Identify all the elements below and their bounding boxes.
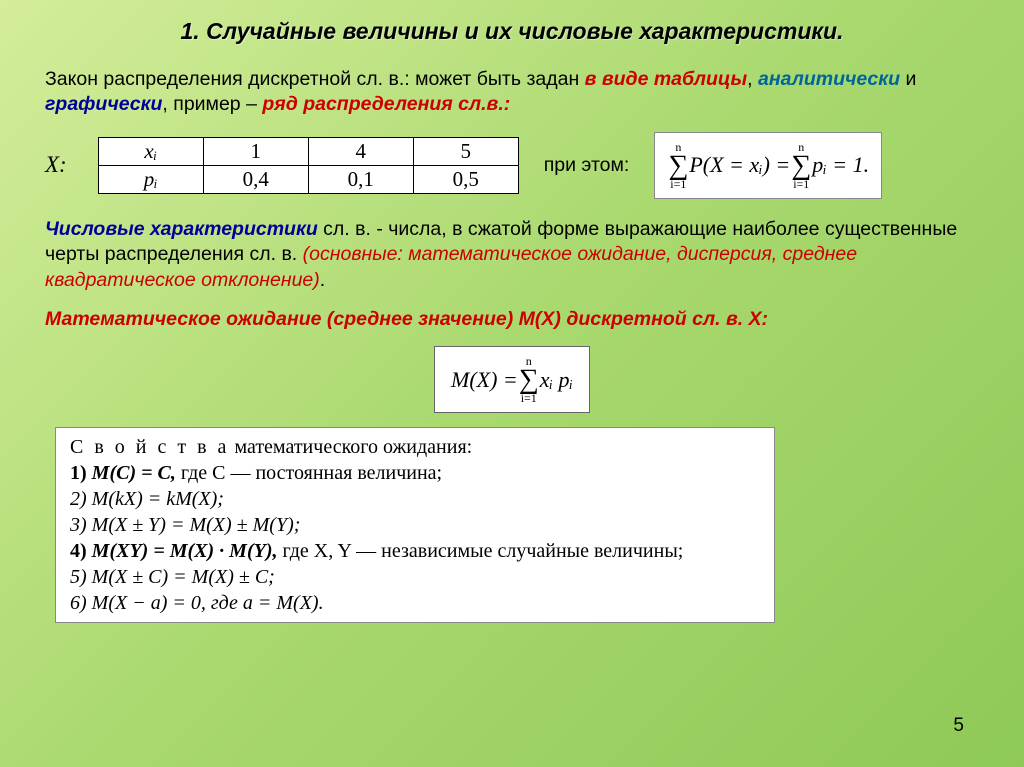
slide-title: 1. Случайные величины и их числовые хара… [45,18,979,45]
x-label: X: [45,152,67,178]
sigma-icon: n∑i=1 [668,141,688,190]
intro-t5: и [900,68,916,90]
mx-formula-box: M(X) = n∑i=1 xᵢ pᵢ [434,346,590,413]
table-row: pᵢ 0,4 0,1 0,5 [98,165,518,193]
sum-formula-box: n∑i=1 P(X = xᵢ) = n∑i=1 pᵢ = 1. [654,132,882,199]
sigma-icon: n∑i=1 [519,355,539,404]
cell: 0,4 [203,165,308,193]
properties-box: С в о й с т в а математического ожидания… [55,427,775,623]
numchar-paragraph: Числовые характеристики сл. в. - числа, … [45,217,979,293]
mx-lhs: M(X) = [451,367,518,393]
prop-line-2: 2) M(kX) = kM(X); [70,486,762,512]
prop-line-4: 4) M(XY) = M(X) · M(Y), где X, Y — незав… [70,538,762,564]
intro-t6: графически [45,93,162,115]
prop-line-3: 3) M(X ± Y) = M(X) ± M(Y); [70,512,762,538]
cell: 0,1 [308,165,413,193]
prop-line-5: 5) M(X ± C) = M(X) ± C; [70,564,762,590]
cell: pᵢ [98,165,203,193]
at-this-label: при этом: [544,154,630,177]
intro-paragraph: Закон распределения дискретной сл. в.: м… [45,67,979,118]
cell: xᵢ [98,137,203,165]
mx-formula-row: M(X) = n∑i=1 xᵢ pᵢ [45,346,979,413]
numchar-t4: . [320,269,325,291]
distribution-row: X: xᵢ 1 4 5 pᵢ 0,4 0,1 0,5 при этом: n∑i… [45,132,979,199]
formula-lead: P(X = xᵢ) = [689,152,790,178]
prop-line-1: 1) M(C) = C, где C — постоянная величина… [70,460,762,486]
cell: 5 [413,137,518,165]
props-title-spaced: С в о й с т в а [70,436,229,458]
cell: 4 [308,137,413,165]
props-title-rest: математического ожидания: [229,436,472,458]
formula-tail: pᵢ = 1. [812,152,869,178]
page-number: 5 [953,715,964,737]
cell: 1 [203,137,308,165]
props-title: С в о й с т в а математического ожидания… [70,434,762,460]
distribution-table: xᵢ 1 4 5 pᵢ 0,4 0,1 0,5 [98,137,519,194]
table-row: xᵢ 1 4 5 [98,137,518,165]
intro-t3: , [747,68,758,90]
prop-line-6: 6) M(X − a) = 0, где a = M(X). [70,590,762,616]
sigma-icon: n∑i=1 [791,141,811,190]
intro-t1: Закон распределения дискретной сл. в.: м… [45,68,585,90]
intro-t7: , пример – [162,93,262,115]
intro-t2: в виде таблицы [585,68,748,90]
matexp-heading: Математическое ожидание (среднее значени… [45,307,979,332]
numchar-t1: Числовые характеристики [45,218,318,240]
mx-term: xᵢ pᵢ [540,367,573,393]
intro-t8: ряд распределения сл.в.: [262,93,510,115]
cell: 0,5 [413,165,518,193]
intro-t4: аналитически [758,68,900,90]
